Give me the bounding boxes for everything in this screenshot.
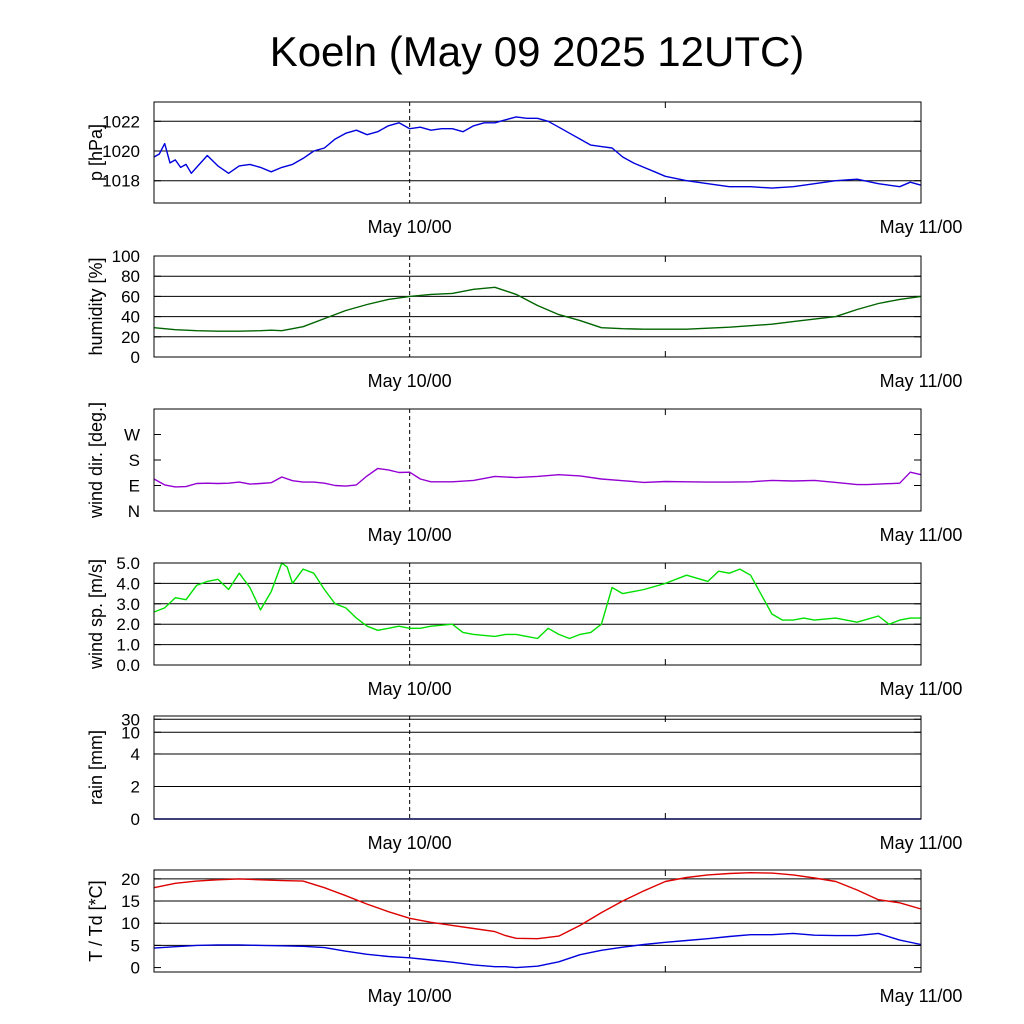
series-line-0 — [153, 286, 922, 332]
y-tick-label: 1022 — [102, 112, 140, 131]
y-tick-label: 0 — [131, 348, 140, 367]
panel-frame — [153, 408, 922, 512]
y-tick-label: 20 — [121, 328, 140, 347]
x-tick-label: May 11/00 — [880, 217, 963, 237]
y-tick-label: W — [124, 426, 140, 445]
x-tick-label: May 10/00 — [368, 679, 452, 699]
x-tick-label: May 10/00 — [368, 986, 452, 1006]
y-tick-label: 1.0 — [116, 636, 140, 655]
y-tick-label: 80 — [121, 267, 140, 286]
y-tick-label: 2 — [131, 777, 140, 796]
y-tick-label: 15 — [121, 892, 140, 911]
series-line-1 — [153, 932, 922, 969]
y-tick-label: 20 — [121, 870, 140, 889]
panel-frame — [153, 562, 922, 666]
x-tick-label: May 11/00 — [880, 833, 963, 853]
x-tick-label: May 11/00 — [880, 525, 963, 545]
y-tick-label: 1018 — [102, 172, 140, 191]
x-tick-label: May 10/00 — [368, 217, 452, 237]
y-tick-label: N — [128, 502, 140, 521]
panel-frame — [153, 715, 922, 820]
y-tick-label: 100 — [112, 247, 140, 266]
y-tick-label: 10 — [121, 914, 140, 933]
panel-frame — [153, 869, 922, 973]
series-line-0 — [153, 872, 922, 940]
panel-temperature: 0 5 10 15 20 T / Td [*C] May 10/00 May 11/00 — [86, 869, 963, 1006]
y-tick-label: E — [129, 477, 140, 496]
x-tick-label: May 10/00 — [368, 371, 452, 391]
series-line-0 — [153, 562, 921, 640]
y-axis-label: rain [mm] — [86, 730, 106, 805]
panel-frame — [153, 101, 922, 204]
y-axis-label: T / Td [*C] — [86, 880, 106, 961]
y-tick-label: 3.0 — [116, 595, 140, 614]
y-tick-label: 2.0 — [116, 615, 140, 634]
chart-title: Koeln (May 09 2025 12UTC) — [270, 28, 805, 75]
x-tick-label: May 11/00 — [880, 986, 963, 1006]
y-axis-label: humidity [%] — [86, 257, 106, 355]
y-axis-label: wind sp. [m/s] — [86, 559, 106, 670]
y-tick-label: 40 — [121, 308, 140, 327]
y-tick-label: 60 — [121, 287, 140, 306]
y-tick-label: 30 — [121, 710, 140, 729]
series-line-0 — [153, 467, 922, 488]
panel-wind_speed: 0.01.0 2.03.0 4.05.0 wind sp. [m/s] May 10/0… — [86, 554, 962, 699]
y-tick-label: 5 — [131, 936, 140, 955]
panel-frame — [153, 255, 922, 358]
x-tick-label: May 11/00 — [880, 679, 963, 699]
y-axis-label: wind dir. [deg.] — [86, 402, 106, 519]
series-line-0 — [153, 116, 922, 189]
y-tick-label: 4 — [131, 745, 140, 764]
y-tick-label: 4.0 — [116, 574, 140, 593]
y-axis-label: p [hPa] — [86, 124, 106, 181]
y-tick-label: 10 — [121, 723, 140, 742]
y-tick-label: 0.0 — [116, 656, 140, 675]
y-tick-label: S — [129, 451, 140, 470]
y-tick-label: 0 — [131, 810, 140, 829]
x-tick-label: May 10/00 — [368, 525, 452, 545]
x-tick-label: May 11/00 — [880, 371, 963, 391]
y-tick-label: 1020 — [102, 142, 140, 161]
y-tick-label: 5.0 — [116, 554, 140, 573]
x-tick-label: May 10/00 — [368, 833, 452, 853]
y-tick-label: 0 — [131, 959, 140, 978]
